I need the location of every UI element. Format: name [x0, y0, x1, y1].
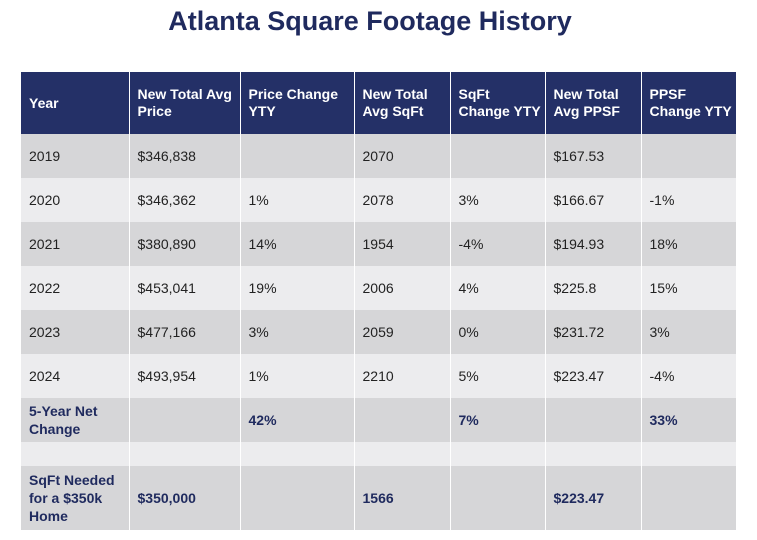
cell-price-change: [240, 466, 355, 530]
cell-avg-sqft: [354, 398, 451, 442]
cell-sqft-change: 5%: [450, 354, 546, 398]
cell-year: 2023: [21, 310, 130, 354]
cell-price-change: 3%: [240, 310, 355, 354]
net-ppsf-change: 33%: [641, 398, 736, 442]
cell-price-change: 1%: [240, 354, 355, 398]
cell-price-change: 1%: [240, 178, 355, 222]
cell-avg-ppsf: $223.47: [545, 354, 642, 398]
cell-price-change: [240, 134, 355, 178]
header-ppsf-change: PPSF Change YTY: [641, 72, 736, 134]
cell-avg-sqft: 2210: [354, 354, 451, 398]
spacer-cell: [129, 442, 241, 466]
table-row: 2019 $346,838 2070 $167.53: [21, 134, 736, 178]
cell-year: 2024: [21, 354, 130, 398]
cell-sqft-change: -4%: [450, 222, 546, 266]
cell-avg-ppsf: $231.72: [545, 310, 642, 354]
header-sqft-change: SqFt Change YTY: [450, 72, 546, 134]
cell-avg-price: $453,041: [129, 266, 241, 310]
cell-avg-ppsf: $167.53: [545, 134, 642, 178]
table-row: 2023 $477,166 3% 2059 0% $231.72 3%: [21, 310, 736, 354]
cell-sqft-change: 4%: [450, 266, 546, 310]
spacer-cell: [641, 442, 736, 466]
cell-avg-ppsf: [545, 398, 642, 442]
spacer-cell: [450, 442, 546, 466]
cell-avg-price: $380,890: [129, 222, 241, 266]
needed-sqft: 1566: [354, 466, 451, 530]
cell-sqft-change: [450, 134, 546, 178]
spacer-cell: [545, 442, 642, 466]
table-row: 2024 $493,954 1% 2210 5% $223.47 -4%: [21, 354, 736, 398]
cell-ppsf-change: [641, 466, 736, 530]
cell-price-change: 19%: [240, 266, 355, 310]
cell-avg-price: $346,362: [129, 178, 241, 222]
net-sqft-change: 7%: [450, 398, 546, 442]
sqft-needed-row: SqFt Needed for a $350k Home $350,000 15…: [21, 466, 736, 530]
cell-avg-price: $493,954: [129, 354, 241, 398]
cell-ppsf-change: -4%: [641, 354, 736, 398]
table-header-row: Year New Total Avg Price Price Change YT…: [21, 72, 736, 134]
cell-avg-ppsf: $194.93: [545, 222, 642, 266]
spacer-row: [21, 442, 736, 466]
cell-year: 2019: [21, 134, 130, 178]
cell-ppsf-change: -1%: [641, 178, 736, 222]
cell-avg-sqft: 2078: [354, 178, 451, 222]
spacer-cell: [240, 442, 355, 466]
cell-ppsf-change: 18%: [641, 222, 736, 266]
cell-avg-price: [129, 398, 241, 442]
header-price-change: Price Change YTY: [240, 72, 355, 134]
header-avg-sqft: New Total Avg SqFt: [354, 72, 451, 134]
header-avg-ppsf: New Total Avg PPSF: [545, 72, 642, 134]
cell-avg-price: $477,166: [129, 310, 241, 354]
page-title: Atlanta Square Footage History: [168, 6, 572, 36]
spacer-cell: [21, 442, 130, 466]
cell-price-change: 14%: [240, 222, 355, 266]
cell-year: 2022: [21, 266, 130, 310]
cell-avg-sqft: 1954: [354, 222, 451, 266]
cell-sqft-change: 0%: [450, 310, 546, 354]
square-footage-table: Year New Total Avg Price Price Change YT…: [21, 72, 736, 530]
cell-avg-sqft: 2006: [354, 266, 451, 310]
net-price-change: 42%: [240, 398, 355, 442]
net-change-row: 5-Year Net Change 42% 7% 33%: [21, 398, 736, 442]
table-row: 2021 $380,890 14% 1954 -4% $194.93 18%: [21, 222, 736, 266]
table-row: 2020 $346,362 1% 2078 3% $166.67 -1%: [21, 178, 736, 222]
cell-avg-sqft: 2059: [354, 310, 451, 354]
table-row: 2022 $453,041 19% 2006 4% $225.8 15%: [21, 266, 736, 310]
cell-avg-price: $346,838: [129, 134, 241, 178]
needed-ppsf: $223.47: [545, 466, 642, 530]
cell-avg-ppsf: $166.67: [545, 178, 642, 222]
net-change-label: 5-Year Net Change: [21, 398, 130, 442]
cell-ppsf-change: [641, 134, 736, 178]
cell-ppsf-change: 3%: [641, 310, 736, 354]
sqft-needed-label: SqFt Needed for a $350k Home: [21, 466, 130, 530]
cell-ppsf-change: 15%: [641, 266, 736, 310]
cell-sqft-change: 3%: [450, 178, 546, 222]
spacer-cell: [354, 442, 451, 466]
cell-sqft-change: [450, 466, 546, 530]
needed-price: $350,000: [129, 466, 241, 530]
header-avg-price: New Total Avg Price: [129, 72, 241, 134]
cell-year: 2020: [21, 178, 130, 222]
header-year: Year: [21, 72, 130, 134]
cell-avg-ppsf: $225.8: [545, 266, 642, 310]
cell-year: 2021: [21, 222, 130, 266]
cell-avg-sqft: 2070: [354, 134, 451, 178]
